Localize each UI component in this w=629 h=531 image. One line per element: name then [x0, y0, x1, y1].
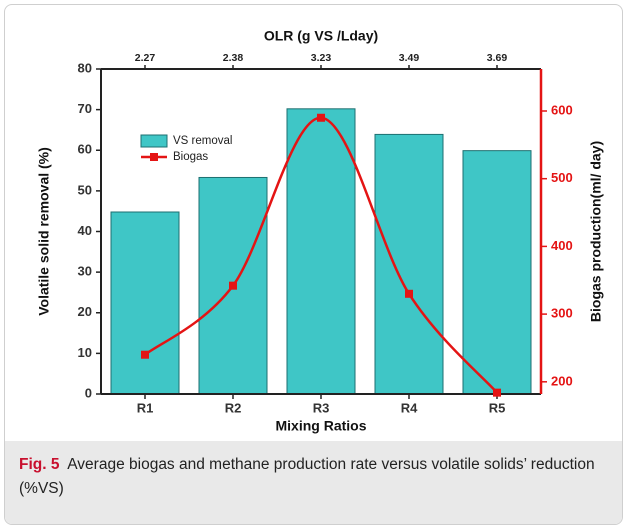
- figure-card: 0 10 20 30 40 50 60 70 80 200 300 400 500 600 R1 2.27 R2…: [4, 4, 623, 525]
- y2-tick-label: 300: [551, 306, 573, 321]
- y-tick-label: 70: [78, 101, 92, 116]
- y-tick-label: 10: [78, 345, 92, 360]
- x-tick-label: R5: [489, 400, 506, 415]
- y-tick-label: 50: [78, 182, 92, 197]
- y-tick-label: 20: [78, 304, 92, 319]
- legend-swatch: [140, 134, 168, 148]
- top-tick-label: 3.69: [487, 52, 508, 64]
- bar: [110, 211, 180, 395]
- x-axis-title: Mixing Ratios: [275, 418, 366, 434]
- y-tick-label: 30: [78, 264, 92, 279]
- line-marker: [405, 289, 413, 298]
- top-tick-label: 2.27: [135, 52, 156, 64]
- y-tick-label: 40: [78, 223, 92, 238]
- line-marker: [229, 281, 237, 290]
- y-tick-label: 0: [85, 385, 92, 400]
- y2-tick-label: 200: [551, 373, 573, 388]
- bar: [374, 133, 444, 395]
- x-tick-label: R4: [401, 400, 418, 415]
- caption-text: Average biogas and methane production ra…: [19, 456, 595, 497]
- chart: 0 10 20 30 40 50 60 70 80 200 300 400 500 600 R1 2.27 R2…: [36, 28, 604, 434]
- bar: [286, 108, 356, 395]
- y-axis-title: Volatile solid removal (%): [36, 147, 52, 316]
- bar: [462, 150, 532, 395]
- y2-axis-title: Biogas production(ml/ day): [588, 141, 604, 322]
- caption-label: Fig. 5: [19, 456, 60, 473]
- line-marker: [317, 113, 325, 122]
- y2-tick-label: 600: [551, 102, 573, 117]
- y2-tick-label: 500: [551, 170, 573, 185]
- legend-marker: [150, 153, 158, 161]
- legend-label: Biogas: [173, 151, 208, 163]
- caption: Fig. 5 Average biogas and methane produc…: [5, 441, 622, 524]
- y-tick-label: 60: [78, 142, 92, 157]
- y-tick-label: 80: [78, 60, 92, 75]
- top-axis-title: OLR (g VS /Lday): [264, 28, 378, 44]
- line-marker: [493, 388, 501, 397]
- x-tick-label: R3: [313, 400, 330, 415]
- x-tick-label: R2: [225, 400, 242, 415]
- top-tick-label: 3.23: [311, 52, 332, 64]
- top-tick-label: 3.49: [399, 52, 420, 64]
- y2-tick-label: 400: [551, 238, 573, 253]
- line-marker: [141, 350, 149, 359]
- legend-label: VS removal: [173, 135, 232, 147]
- top-tick-label: 2.38: [223, 52, 244, 64]
- x-tick-label: R1: [137, 400, 154, 415]
